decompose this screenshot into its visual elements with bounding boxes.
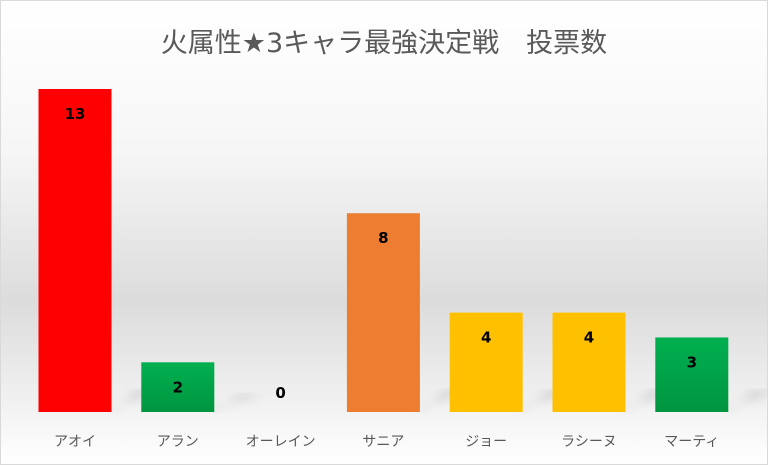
bar-0 — [38, 89, 112, 412]
bar-shadow — [522, 391, 573, 412]
bar-1 — [141, 362, 215, 412]
bar-6 — [655, 337, 729, 412]
bar-4 — [449, 312, 523, 412]
bar-shadow — [419, 391, 470, 412]
x-tick-label: マーティ — [664, 434, 719, 450]
bar-3 — [346, 213, 420, 412]
data-label: 8 — [378, 229, 388, 247]
x-tick-label: サニア — [362, 434, 404, 450]
bar-shadow — [214, 394, 265, 412]
chart-title: 火属性★3キャラ最強決定戦 投票数 — [160, 28, 608, 59]
x-tick-label: ラシーヌ — [561, 434, 617, 450]
data-label: 2 — [173, 378, 183, 396]
data-label: 4 — [584, 329, 594, 347]
data-label: 13 — [65, 105, 86, 123]
bar-5 — [552, 312, 626, 412]
data-label: 3 — [687, 353, 697, 371]
x-tick-label: オーレイン — [246, 434, 316, 450]
bar-shadow — [728, 391, 767, 412]
bar-shadow — [625, 391, 676, 412]
data-label: 4 — [481, 329, 491, 347]
x-tick-label: アラン — [157, 434, 199, 450]
x-tick-label: ジョー — [465, 434, 507, 450]
x-tick-label: アオイ — [54, 434, 96, 450]
data-label: 0 — [275, 384, 285, 402]
bar-shadow — [111, 391, 162, 412]
